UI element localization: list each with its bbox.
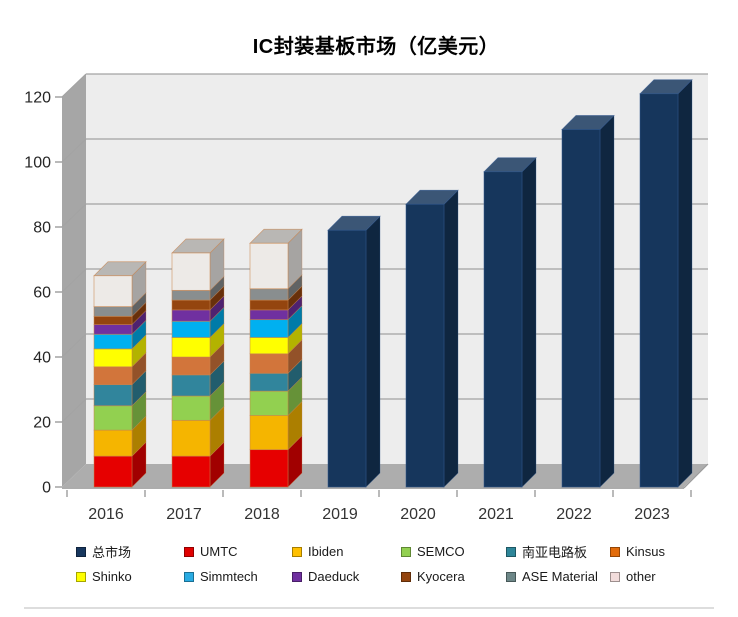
y-tick-label-0: 0 <box>42 480 51 497</box>
y-tick-label-40: 40 <box>33 350 51 367</box>
x-label-2016: 2016 <box>88 506 124 523</box>
x-label-2021: 2021 <box>478 506 514 523</box>
bar-2018-other-segment-front <box>249 242 289 290</box>
bar-2016-UMTC-segment-front <box>93 455 133 488</box>
legend-label-Kyocera: Kyocera <box>417 569 465 584</box>
legend-swatch-SEMCO <box>401 546 411 557</box>
legend-swatch-Simmtech <box>184 571 194 582</box>
x-label-2019: 2019 <box>322 506 358 523</box>
legend-swatch-other <box>610 571 620 582</box>
legend-item-Kinsus: Kinsus <box>610 544 665 559</box>
legend-label-Daeduck: Daeduck <box>308 569 360 584</box>
y-tick-label-60: 60 <box>33 285 51 302</box>
legend-item-SEMCO: SEMCO <box>401 544 465 559</box>
legend-label-Shinko: Shinko <box>92 569 132 584</box>
gridline-leftwall-60 <box>61 268 87 293</box>
legend-swatch-UMTC <box>184 546 194 557</box>
legend-label-SEMCO: SEMCO <box>417 544 465 559</box>
gridline-leftwall-100 <box>61 138 87 163</box>
legend-item-other: other <box>610 569 656 584</box>
gridline-leftwall-120 <box>61 73 87 98</box>
bar-2021-总市场-front <box>483 171 523 488</box>
legend-label-ASE Material: ASE Material <box>522 569 598 584</box>
legend-swatch-Kyocera <box>401 571 411 582</box>
bar-2016-Ibiden-segment-front <box>93 429 133 457</box>
y-tick-label-120: 120 <box>24 90 51 107</box>
legend-label-UMTC: UMTC <box>200 544 238 559</box>
x-label-2022: 2022 <box>556 506 592 523</box>
bar-2022-总市场-front <box>561 129 601 488</box>
gridline-leftwall-80 <box>61 203 87 228</box>
legend-item-Kyocera: Kyocera <box>401 569 465 584</box>
gridline-leftwall-20 <box>61 398 87 423</box>
y-tick-label-80: 80 <box>33 220 51 237</box>
chart-title: IC封装基板市场（亿美元） <box>252 36 500 58</box>
legend-swatch-Kinsus <box>610 546 620 557</box>
bar-2020-总市场-front <box>405 203 445 488</box>
legend-item-Ibiden: Ibiden <box>292 544 343 559</box>
legend-label-总市场: 总市场 <box>92 545 132 560</box>
bar-2019-总市场-front <box>327 229 367 488</box>
legend-label-南亚电路板: 南亚电路板 <box>522 545 588 560</box>
floor-right-edge <box>683 463 709 489</box>
bar-2018-SEMCO-segment-front <box>249 390 289 416</box>
legend-item-UMTC: UMTC <box>184 544 238 559</box>
bar-2017-other-segment-front <box>171 252 211 291</box>
legend-swatch-总市场 <box>76 546 86 557</box>
legend-item-Daeduck: Daeduck <box>292 569 359 584</box>
legend-label-Kinsus: Kinsus <box>626 544 666 559</box>
legend-item-南亚电路板: 南亚电路板 <box>506 544 588 560</box>
legend-swatch-Ibiden <box>292 546 302 557</box>
bar-2023-总市场-front <box>639 93 679 488</box>
x-label-2020: 2020 <box>400 506 436 523</box>
legend-label-other: other <box>626 569 656 584</box>
legend-label-Simmtech: Simmtech <box>200 569 258 584</box>
bar-2016-other-segment-front <box>93 275 133 308</box>
legend-item-Shinko: Shinko <box>76 569 132 584</box>
legend-label-Ibiden: Ibiden <box>308 544 344 559</box>
legend-item-Simmtech: Simmtech <box>184 569 258 584</box>
legend-swatch-Daeduck <box>292 571 302 582</box>
x-label-2017: 2017 <box>166 506 202 523</box>
bar-2016-SEMCO-segment-front <box>93 405 133 431</box>
legend-swatch-南亚电路板 <box>506 546 516 557</box>
x-label-2018: 2018 <box>244 506 280 523</box>
bar-2018-Ibiden-segment-front <box>249 415 289 451</box>
bar-2017-UMTC-segment-front <box>171 455 211 488</box>
bar-2017-SEMCO-segment-front <box>171 395 211 421</box>
legend-item-总市场: 总市场 <box>76 544 132 560</box>
gridline-leftwall-40 <box>61 333 87 358</box>
legend-item-ASE Material: ASE Material <box>506 569 598 584</box>
legend-swatch-Shinko <box>76 571 86 582</box>
legend-swatch-ASE Material <box>506 571 516 582</box>
chart-3d-plot: 0 20 40 60 80 100 120 2016 2017 2018 2019 2020 2021 2… <box>24 73 709 523</box>
bar-2018-UMTC-segment-front <box>249 449 289 488</box>
x-label-2023: 2023 <box>634 506 670 523</box>
bottom-divider <box>24 607 714 609</box>
y-tick-label-100: 100 <box>24 155 51 172</box>
y-tick-label-20: 20 <box>33 415 51 432</box>
